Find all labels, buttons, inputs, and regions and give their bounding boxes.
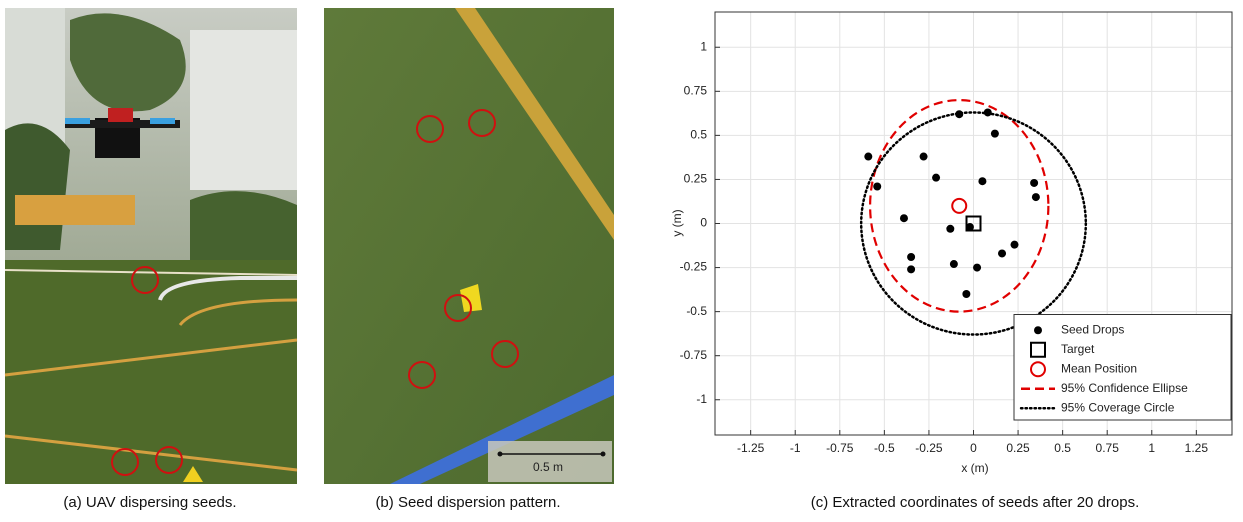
seed-drop <box>984 108 992 116</box>
x-tick-label: -1 <box>790 441 801 455</box>
caption: (c) Extracted coordinates of seeds after… <box>811 494 1140 511</box>
y-tick-label: -0.25 <box>680 260 708 274</box>
seed-drop <box>907 265 915 273</box>
legend-label: Mean Position <box>1061 361 1137 375</box>
y-tick-label: -1 <box>696 392 707 406</box>
x-tick-label: 1.25 <box>1185 441 1209 455</box>
seed-drop <box>864 153 872 161</box>
scale-label: 0.5 m <box>533 460 563 474</box>
y-tick-label: 0 <box>700 216 707 230</box>
plot: -1.25 -1 -0.75 -0.5 -0.25 0 0.25 0.5 0.75 1 1.25 -1… <box>680 12 1232 455</box>
y-axis-label: y (m) <box>670 209 684 236</box>
caption: (b) Seed dispersion pattern. <box>375 494 560 511</box>
legend-label: 95% Coverage Circle <box>1061 400 1175 414</box>
y-tick-label: 0.75 <box>684 83 708 97</box>
x-tick-label: -0.25 <box>915 441 943 455</box>
seed-drop <box>998 249 1006 257</box>
seed-drop <box>1030 179 1038 187</box>
x-tick-label: -0.75 <box>826 441 854 455</box>
figure: (a) UAV dispersing seeds. 0.5 m (b) Seed… <box>0 0 1243 517</box>
seed-drop <box>946 225 954 233</box>
seed-drop <box>873 182 881 190</box>
x-tick-label: 0.5 <box>1054 441 1071 455</box>
legend: Seed Drops Target Mean Position 95% Confide… <box>1014 315 1231 421</box>
x-tick-label: 0 <box>970 441 977 455</box>
y-tick-label: -0.5 <box>686 304 707 318</box>
legend-label: Target <box>1061 342 1095 356</box>
seed-drop <box>973 264 981 272</box>
seed-drop <box>907 253 915 261</box>
x-tick-label: -0.5 <box>874 441 895 455</box>
legend-label: 95% Confidence Ellipse <box>1061 381 1188 395</box>
y-tick-label: 0.5 <box>690 128 707 142</box>
caption: (a) UAV dispersing seeds. <box>63 494 236 511</box>
seed-drop <box>978 177 986 185</box>
seed-drop <box>991 130 999 138</box>
x-tick-label: 1 <box>1148 441 1155 455</box>
legend-marker <box>1034 326 1042 334</box>
x-tick-label: -1.25 <box>737 441 765 455</box>
x-tick-label: 0.75 <box>1096 441 1120 455</box>
seed-drop <box>932 174 940 182</box>
legend-label: Seed Drops <box>1061 322 1124 336</box>
photo-seeds <box>324 8 614 484</box>
x-axis-label: x (m) <box>961 461 988 475</box>
y-tick-label: 0.25 <box>684 172 708 186</box>
seed-drop <box>955 110 963 118</box>
y-tick-label: 1 <box>700 39 707 53</box>
seed-drop <box>1011 241 1019 249</box>
seed-drop <box>962 290 970 298</box>
seed-drop <box>920 153 928 161</box>
seed-drop <box>1032 193 1040 201</box>
x-tick-label: 0.25 <box>1006 441 1030 455</box>
y-tick-label: -0.75 <box>680 348 708 362</box>
photo-uav <box>5 8 297 484</box>
seed-drop <box>900 214 908 222</box>
seed-drop <box>950 260 958 268</box>
